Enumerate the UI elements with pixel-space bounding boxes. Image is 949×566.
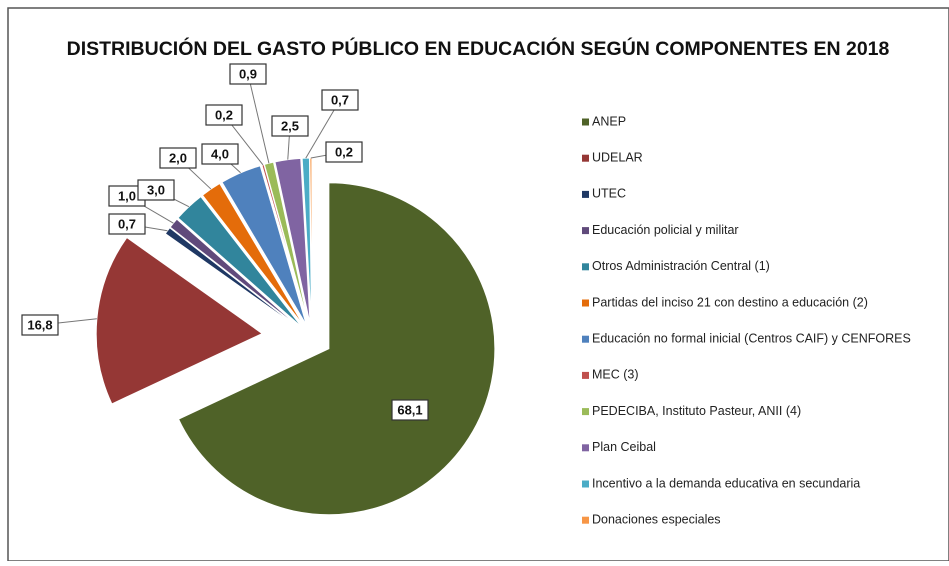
data-label: 1,0 <box>118 188 136 203</box>
legend-swatch <box>582 154 589 162</box>
legend-label: Donaciones especiales <box>592 512 721 526</box>
data-label-box <box>325 141 363 163</box>
data-label: 0,9 <box>239 66 257 81</box>
legend-label: Plan Ceibal <box>592 440 656 454</box>
data-label: 0,7 <box>118 216 136 231</box>
pie-slice <box>164 227 302 331</box>
data-label-box <box>108 213 146 235</box>
legend-swatch <box>582 190 589 198</box>
legend-label: ANEP <box>592 114 626 128</box>
data-label-box <box>271 115 309 137</box>
legend-label: Educación policial y militar <box>592 223 739 237</box>
data-label: 16,8 <box>27 317 52 332</box>
legend-swatch <box>582 227 589 235</box>
legend-label: Otros Administración Central (1) <box>592 259 770 273</box>
legend-label: Partidas del inciso 21 con destino a edu… <box>592 295 868 309</box>
data-label-box <box>159 147 197 169</box>
data-label-box <box>201 143 239 165</box>
data-label: 0,7 <box>331 92 349 107</box>
data-label: 3,0 <box>147 182 165 197</box>
data-label: 68,1 <box>397 402 422 417</box>
legend-swatch <box>582 335 589 343</box>
legend-swatch <box>582 444 589 452</box>
data-label: 2,5 <box>281 118 299 133</box>
data-label-box <box>391 399 429 421</box>
legend-swatch <box>582 480 589 488</box>
pie-slice <box>177 182 496 516</box>
legend-label: PEDECIBA, Instituto Pasteur, ANII (4) <box>592 404 801 418</box>
legend-label: UDELAR <box>592 150 643 164</box>
legend-swatch <box>582 408 589 416</box>
legend-swatch <box>582 516 589 524</box>
leader-line <box>247 73 270 164</box>
pie-slice <box>221 165 307 326</box>
data-label: 0,2 <box>335 144 353 159</box>
legend-label: Incentivo a la demanda educativa en secu… <box>592 476 860 490</box>
legend-swatch <box>582 371 589 379</box>
chart-title: DISTRIBUCIÓN DEL GASTO PÚBLICO EN EDUCAC… <box>67 36 890 60</box>
data-label: 0,2 <box>215 107 233 122</box>
pie-slice <box>95 236 264 405</box>
data-label: 2,0 <box>169 150 187 165</box>
legend-label: UTEC <box>592 187 626 201</box>
data-label-box <box>137 179 175 201</box>
pie-slice <box>263 161 310 325</box>
pie-slice <box>177 195 303 329</box>
data-label-box <box>229 63 267 85</box>
legend-label: Educación no formal inicial (Centros CAI… <box>592 331 911 345</box>
legend-label: MEC (3) <box>592 368 639 382</box>
data-label: 4,0 <box>211 146 229 161</box>
legend-swatch <box>582 118 589 126</box>
data-label-box <box>321 89 359 111</box>
data-label-box <box>21 314 59 336</box>
data-label-box <box>205 104 243 126</box>
pie-slice <box>169 218 302 330</box>
legend-swatch <box>582 263 589 271</box>
legend-swatch <box>582 299 589 307</box>
